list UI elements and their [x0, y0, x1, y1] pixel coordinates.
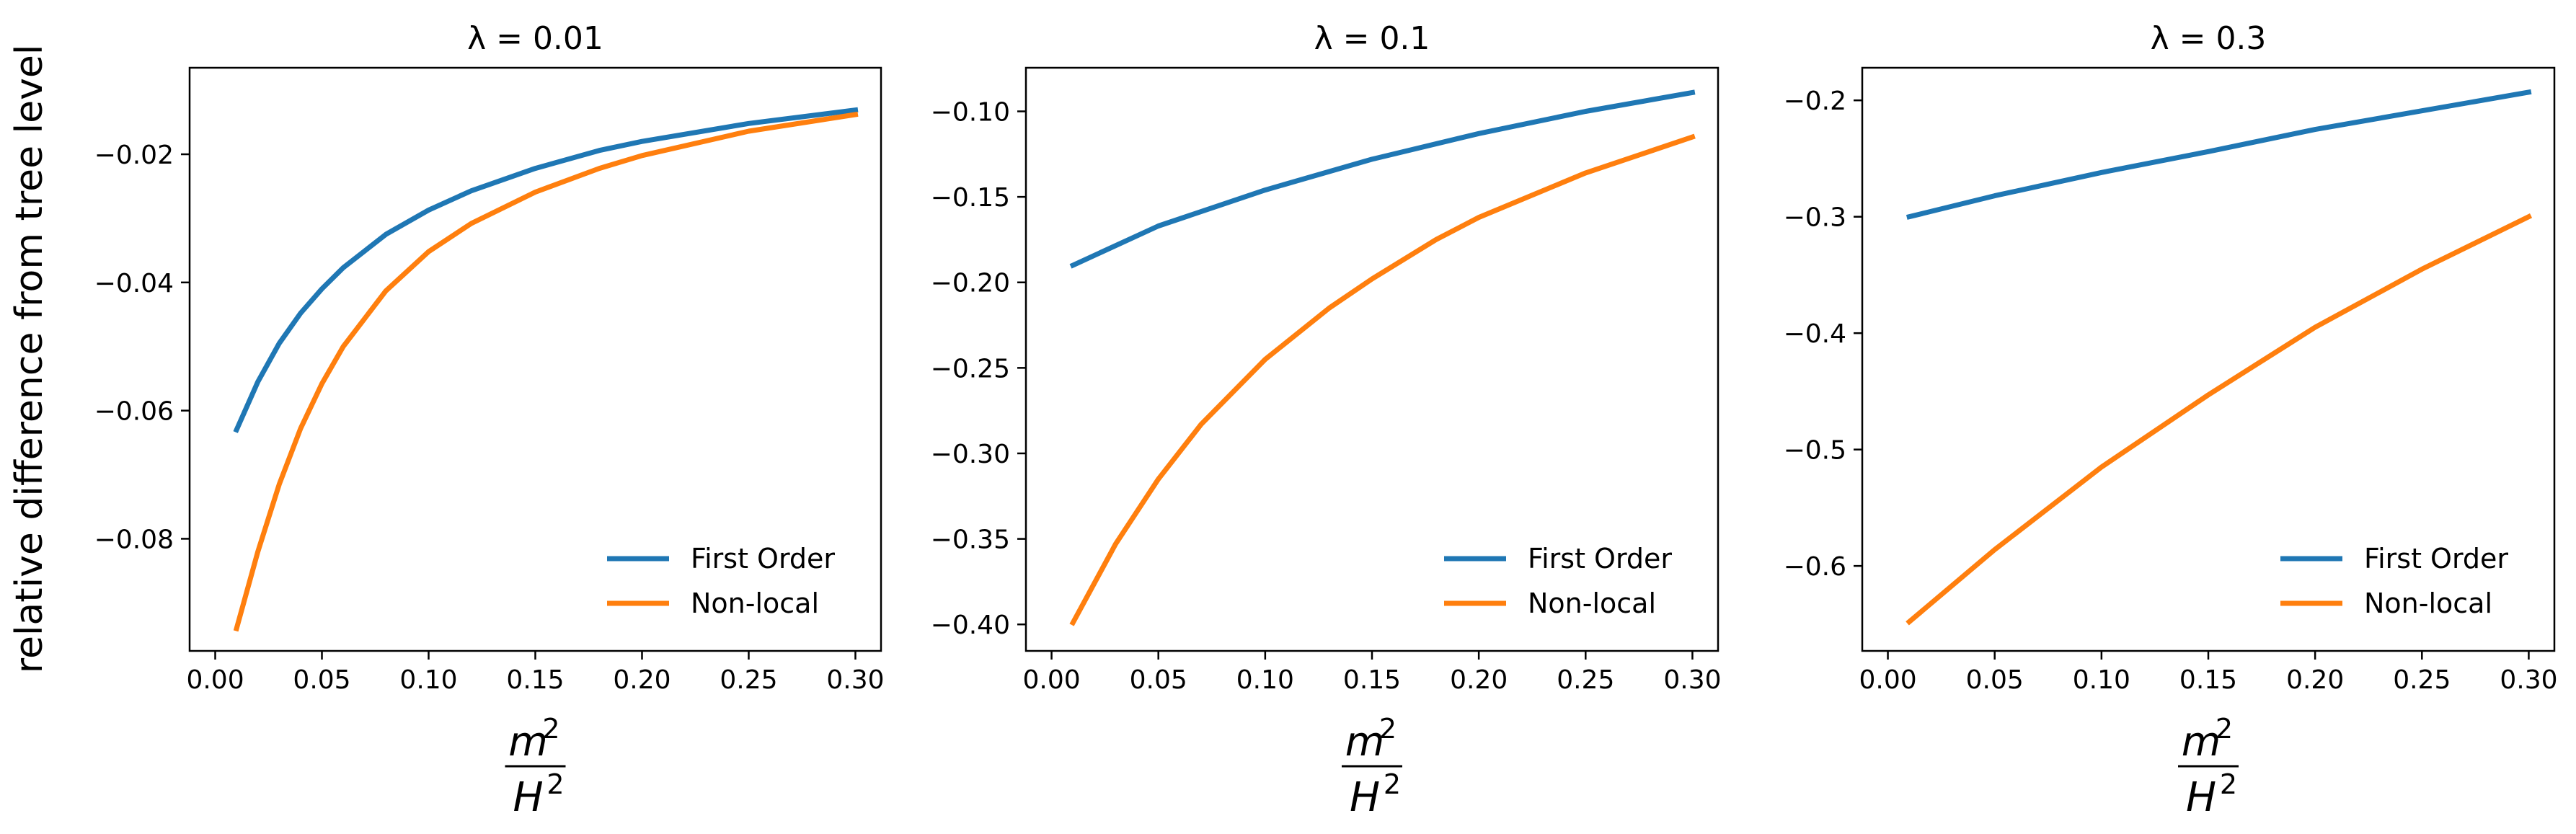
x-tick-label: 0.00: [186, 665, 244, 695]
legend-label-non-local: Non-local: [691, 587, 819, 619]
y-tick-label: −0.6: [1784, 552, 1846, 582]
series-line-non-local: [233, 111, 859, 632]
x-tick-label: 0.25: [720, 665, 777, 695]
x-tick-label: 0.30: [826, 665, 884, 695]
y-tick-label: −0.20: [931, 269, 1010, 298]
y-tick-label: −0.02: [94, 141, 174, 170]
x-tick-label: 0.00: [1859, 665, 1916, 695]
series-line-first-order: [1069, 89, 1696, 269]
x-tick-label: 0.25: [1557, 665, 1614, 695]
legend-label-non-local: Non-local: [2364, 587, 2492, 619]
chart-panel-1: λ = 0.01 0.00 0.05 0.10 0.15 0.20 0.25 0.30 −0.0…: [94, 20, 885, 821]
series-line-non-local: [1069, 133, 1696, 626]
y-tick-label: −0.15: [931, 183, 1010, 213]
x-tick-label: 0.15: [506, 665, 564, 695]
y-tick-label: −0.2: [1784, 86, 1846, 116]
y-tick-label: −0.4: [1784, 319, 1846, 349]
series-line-non-local: [1906, 213, 2533, 626]
x-tick-label: 0.20: [2286, 665, 2344, 695]
x-tick-label: 0.00: [1022, 665, 1080, 695]
x-axis-label-numerator-exponent: 2: [2216, 713, 2233, 745]
x-axis-label-denominator: H: [2186, 774, 2216, 821]
chart-panel-2: λ = 0.1 0.00 0.05 0.10 0.15 0.20 0.25 0.30 −0.40…: [931, 20, 1722, 821]
x-tick-label: 0.20: [1450, 665, 1508, 695]
panel-title: λ = 0.01: [467, 20, 603, 57]
x-tick-label: 0.05: [1966, 665, 2024, 695]
chart-panels: λ = 0.01 0.00 0.05 0.10 0.15 0.20 0.25 0.30 −0.0…: [94, 20, 2558, 821]
y-tick-label: −0.25: [931, 354, 1010, 383]
x-axis-label-numerator-exponent: 2: [1379, 713, 1397, 745]
y-tick-label: −0.10: [931, 97, 1010, 127]
x-tick-label: 0.15: [2179, 665, 2237, 695]
legend-label-first-order: First Order: [1528, 543, 1672, 575]
x-tick-label: 0.10: [399, 665, 457, 695]
x-axis-label-denominator-exponent: 2: [2220, 768, 2237, 800]
x-axis-label-denominator-exponent: 2: [546, 768, 564, 800]
y-axis-label: relative difference from tree level: [8, 45, 51, 674]
y-tick-label: −0.35: [931, 525, 1010, 555]
x-tick-label: 0.05: [293, 665, 350, 695]
legend-label-first-order: First Order: [691, 543, 835, 575]
y-tick-label: −0.04: [94, 269, 174, 298]
y-tick-label: −0.30: [931, 440, 1010, 469]
x-tick-label: 0.15: [1343, 665, 1401, 695]
series-line-first-order: [233, 107, 859, 433]
x-axis-label-denominator: H: [513, 774, 543, 821]
legend-label-first-order: First Order: [2364, 543, 2508, 575]
x-tick-label: 0.30: [2500, 665, 2557, 695]
y-tick-label: −0.06: [94, 397, 174, 427]
y-tick-label: −0.5: [1784, 436, 1846, 466]
y-tick-label: −0.3: [1784, 203, 1846, 233]
x-tick-label: 0.25: [2393, 665, 2451, 695]
x-tick-label: 0.05: [1130, 665, 1187, 695]
x-axis-label-denominator: H: [1350, 774, 1380, 821]
panel-title: λ = 0.3: [2151, 20, 2267, 57]
x-tick-label: 0.10: [1236, 665, 1294, 695]
panel-title: λ = 0.1: [1314, 20, 1430, 57]
x-axis-label-numerator-exponent: 2: [542, 713, 559, 745]
x-tick-label: 0.10: [2073, 665, 2130, 695]
y-tick-label: −0.08: [94, 525, 174, 554]
x-tick-label: 0.30: [1663, 665, 1721, 695]
x-tick-label: 0.20: [613, 665, 670, 695]
legend-label-non-local: Non-local: [1528, 587, 1656, 619]
y-tick-label: −0.40: [931, 611, 1010, 640]
x-axis-label-numerator: m: [508, 719, 548, 766]
x-axis-label-numerator: m: [1345, 719, 1385, 766]
chart-panel-3: λ = 0.3 0.00 0.05 0.10 0.15 0.20 0.25 0.30 −0.6 −…: [1784, 20, 2558, 821]
x-axis-label-denominator-exponent: 2: [1384, 768, 1401, 800]
series-line-first-order: [1906, 89, 2532, 220]
x-axis-label-numerator: m: [2182, 719, 2221, 766]
